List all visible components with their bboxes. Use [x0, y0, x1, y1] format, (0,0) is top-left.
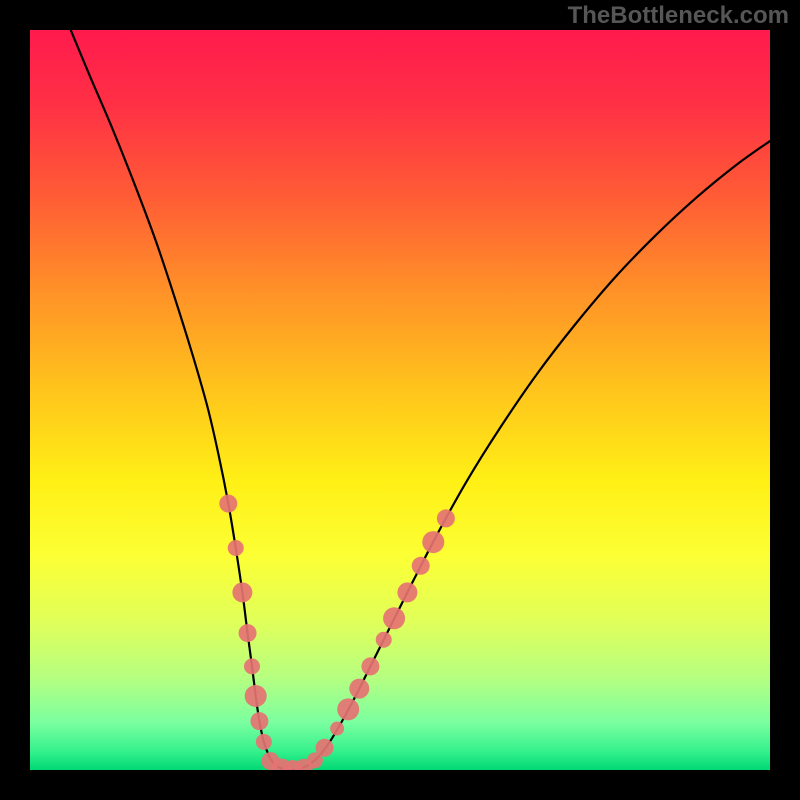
- marker-point: [361, 657, 379, 675]
- marker-point: [262, 752, 280, 770]
- marker-point: [244, 658, 260, 674]
- marker-point: [307, 752, 323, 768]
- marker-point: [422, 531, 444, 553]
- marker-point: [272, 759, 292, 770]
- marker-point: [250, 712, 268, 730]
- watermark-text: TheBottleneck.com: [568, 2, 789, 30]
- chart-stage: TheBottleneck.com: [0, 0, 800, 800]
- marker-point: [245, 685, 267, 707]
- marker-point: [376, 632, 392, 648]
- plot-area: [30, 30, 770, 770]
- curve-layer: [30, 30, 770, 770]
- marker-point: [349, 679, 369, 699]
- marker-group: [219, 495, 455, 770]
- marker-point: [337, 698, 359, 720]
- marker-point: [228, 540, 244, 556]
- gradient-background: [30, 30, 770, 770]
- marker-point: [330, 722, 344, 736]
- marker-point: [383, 607, 405, 629]
- marker-point: [295, 759, 313, 770]
- marker-point: [412, 557, 430, 575]
- marker-point: [397, 582, 417, 602]
- marker-point: [232, 582, 252, 602]
- marker-point: [283, 760, 303, 770]
- marker-point: [219, 495, 237, 513]
- marker-point: [437, 509, 455, 527]
- v-curve: [71, 30, 770, 770]
- marker-point: [256, 734, 272, 750]
- marker-point: [316, 739, 334, 757]
- marker-point: [239, 624, 257, 642]
